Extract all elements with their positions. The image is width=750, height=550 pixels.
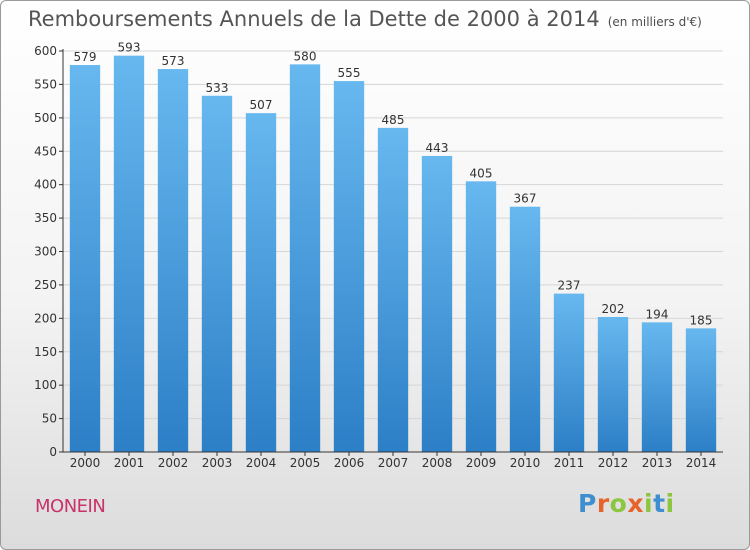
chart-title: Remboursements Annuels de la Dette de 20… xyxy=(28,7,702,31)
x-tick-label: 2011 xyxy=(554,456,585,470)
bar xyxy=(377,127,409,452)
bar-value-label: 202 xyxy=(602,302,625,316)
bar xyxy=(465,181,497,452)
axes: 0 50 100 150 200 250 300 350 400 450 500 550 600 xyxy=(34,44,723,459)
bar-value-label: 580 xyxy=(294,49,317,63)
chart-title-text: Remboursements Annuels de la Dette de 20… xyxy=(28,7,600,31)
logo-letter: i xyxy=(644,489,654,518)
bar-value-label: 573 xyxy=(162,54,185,68)
labels: 579 2000 593 2001 573 2002 533 2003 507 2004 580 20… xyxy=(70,41,717,470)
x-tick-label: 2004 xyxy=(246,456,277,470)
bar xyxy=(597,316,629,452)
bar-value-label: 185 xyxy=(690,313,713,327)
x-tick-label: 2013 xyxy=(642,456,673,470)
bar xyxy=(157,69,189,453)
bar-value-label: 555 xyxy=(338,66,361,80)
x-tick-label: 2007 xyxy=(378,456,409,470)
y-tick-label: 300 xyxy=(34,245,57,259)
y-tick-label: 500 xyxy=(34,111,57,125)
bar xyxy=(289,64,321,452)
bar-value-label: 367 xyxy=(514,192,537,206)
logo-letter: P xyxy=(578,489,597,518)
y-tick-label: 250 xyxy=(34,278,57,292)
y-tick-label: 100 xyxy=(34,378,57,392)
unit-note: (en milliers d'€) xyxy=(607,15,702,29)
bar-value-label: 533 xyxy=(206,81,229,95)
bar-value-label: 194 xyxy=(646,307,669,321)
y-tick-label: 200 xyxy=(34,311,57,325)
bar-value-label: 443 xyxy=(426,141,449,155)
bar-value-label: 507 xyxy=(250,98,273,112)
logo-letter: o xyxy=(609,489,628,518)
x-tick-label: 2005 xyxy=(290,456,321,470)
bar xyxy=(333,81,365,452)
bar-value-label: 237 xyxy=(558,279,581,293)
y-tick-label: 50 xyxy=(42,412,57,426)
bar xyxy=(69,65,101,452)
bar xyxy=(245,113,277,452)
y-tick-label: 550 xyxy=(34,77,57,91)
bar-value-label: 485 xyxy=(382,113,405,127)
y-tick-label: 150 xyxy=(34,345,57,359)
x-tick-label: 2012 xyxy=(598,456,629,470)
x-tick-label: 2008 xyxy=(422,456,453,470)
x-tick-label: 2002 xyxy=(158,456,189,470)
logo-letter: x xyxy=(627,489,644,518)
bar xyxy=(509,206,541,452)
bar xyxy=(685,328,717,452)
x-tick-label: 2003 xyxy=(202,456,233,470)
x-tick-label: 2014 xyxy=(686,456,717,470)
y-tick-label: 400 xyxy=(34,178,57,192)
bar-value-label: 579 xyxy=(74,50,97,64)
logo-letter: r xyxy=(596,489,610,518)
y-tick-label: 0 xyxy=(49,445,57,459)
bars xyxy=(69,55,717,453)
bar xyxy=(421,155,453,452)
y-tick-label: 350 xyxy=(34,211,57,225)
y-tick-label: 600 xyxy=(34,44,57,58)
bar xyxy=(553,293,585,452)
x-tick-label: 2001 xyxy=(114,456,145,470)
bar xyxy=(201,95,233,453)
y-tick-label: 450 xyxy=(34,144,57,158)
bar-value-label: 405 xyxy=(470,166,493,180)
x-tick-label: 2006 xyxy=(334,456,365,470)
location-name: MONEIN xyxy=(35,496,106,517)
x-tick-label: 2009 xyxy=(466,456,497,470)
x-tick-label: 2000 xyxy=(70,456,101,470)
bar-value-label: 593 xyxy=(118,41,141,55)
logo-letter: t xyxy=(653,489,666,518)
bar xyxy=(113,55,145,452)
logo-letter: i xyxy=(665,489,675,518)
x-tick-label: 2010 xyxy=(510,456,541,470)
proxiti-logo[interactable]: Proxiti xyxy=(578,489,675,518)
bar xyxy=(641,322,673,452)
